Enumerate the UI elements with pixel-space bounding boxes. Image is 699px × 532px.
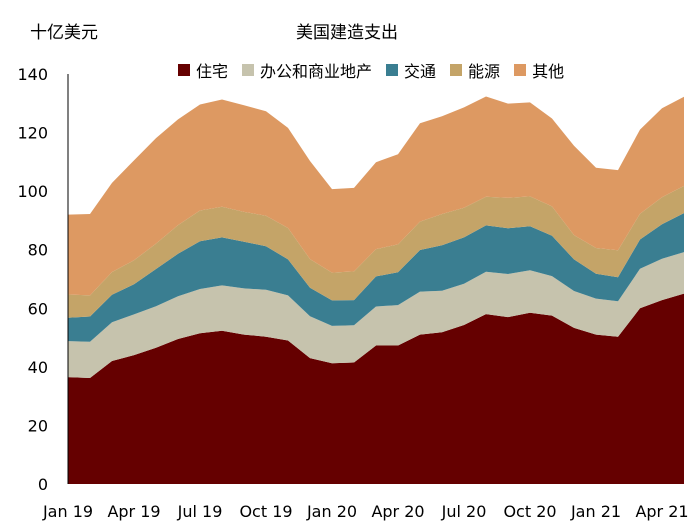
unit-label: 十亿美元 [30,23,98,43]
area-series-energy [68,185,684,318]
legend-label-transportation: 交通 [404,62,437,81]
y-tick-label: 80 [28,241,48,260]
legend-swatch-other [514,64,527,76]
y-tick-label: 20 [28,416,48,435]
legend-item-office-commercial: 办公和商业地产 [242,58,372,82]
y-tick-label: 0 [38,475,48,494]
x-tick-label: Jan 21 [570,502,621,521]
x-tick-label: Apr 19 [107,502,160,521]
area-series-office-commercial [68,252,684,378]
legend-swatch-residential [178,64,190,76]
legend-swatch-transportation [386,64,399,76]
y-tick-label: 120 [17,124,48,143]
chart-title: 美国建造支出 [296,23,398,43]
area-series-transportation [68,213,684,342]
x-tick-label: Apr 21 [635,502,688,521]
legend-item-residential: 住宅 [178,58,228,82]
area-series-other [68,96,684,296]
legend-item-energy: 能源 [450,58,500,82]
legend-swatch-office-commercial [242,64,255,76]
legend-swatch-energy [450,64,463,76]
x-tick-label: Apr 20 [371,502,424,521]
area-series-residential [68,293,684,484]
x-tick-label: Oct 19 [239,502,292,521]
y-tick-label: 140 [17,65,48,84]
legend-label-residential: 住宅 [196,62,229,81]
x-tick-label: Jul 19 [177,502,223,521]
y-tick-label: 60 [28,299,48,318]
legend-label-other: 其他 [532,62,565,81]
legend: 住宅 办公和商业地产 交通 能源 其他 [178,58,578,82]
legend-item-other: 其他 [514,58,564,82]
y-tick-label: 40 [28,358,48,377]
x-tick-label: Jan 20 [306,502,357,521]
x-tick-label: Oct 20 [503,502,556,521]
y-tick-label: 100 [17,182,48,201]
x-tick-label: Jan 19 [42,502,93,521]
legend-label-energy: 能源 [468,62,501,81]
legend-item-transportation: 交通 [386,58,436,82]
x-tick-label: Jul 20 [441,502,487,521]
legend-label-office-commercial: 办公和商业地产 [260,62,373,81]
